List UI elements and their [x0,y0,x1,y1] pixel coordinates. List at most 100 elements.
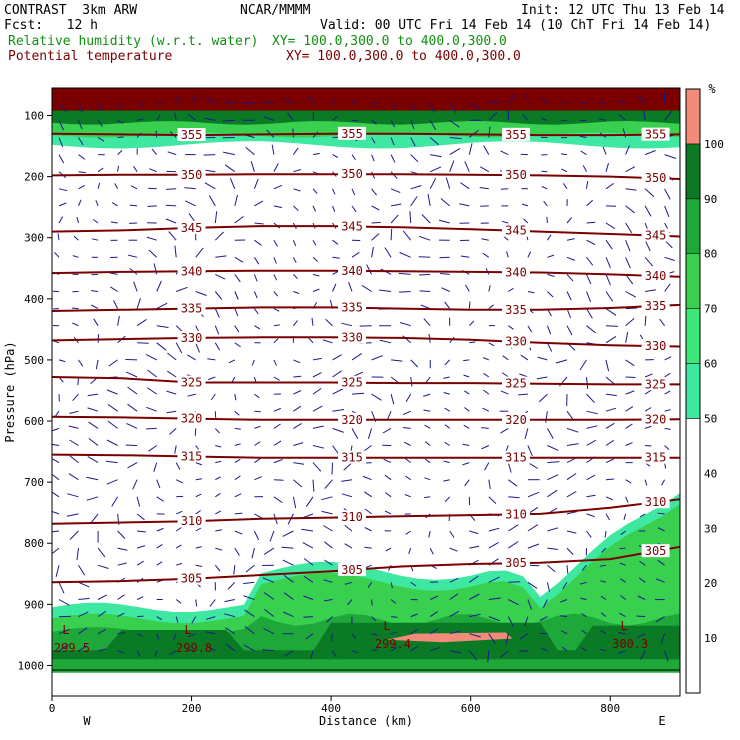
wind-arrow [76,216,79,224]
wind-arrow [605,163,609,172]
wind-arrow [293,274,298,280]
wind-arrow [385,547,392,552]
wind-arrow [78,199,82,207]
wind-arrow [644,389,652,395]
contour-label: 305 [505,556,527,570]
wind-arrow [117,594,125,600]
contour-label-bg [177,449,206,463]
wind-arrow [186,649,196,652]
wind-arrow [561,168,568,173]
wind-arrow [566,511,577,515]
wind-arrow [234,342,241,348]
wind-arrow [391,616,398,618]
wind-arrow [156,496,164,502]
forecast-hour: Fcst: 12 h [4,18,98,33]
wind-arrow [617,650,626,655]
wind-arrow [351,392,365,395]
contour-label-bg [641,544,670,558]
wind-arrow [243,595,255,600]
wind-arrow [78,611,89,618]
wind-arrow [273,239,278,247]
wind-arrow [546,582,550,592]
contour-label: 305 [181,572,203,586]
wind-arrow [78,597,90,600]
wind-arrow [137,530,146,533]
wind-arrow [72,322,79,327]
low-markers: L 299.5 L 299.8 L 299.4 L 300.3 [54,619,648,655]
wind-arrow [488,597,501,600]
wind-arrow [282,559,294,566]
wind-arrow [245,146,255,155]
wind-arrow [618,632,626,635]
wind-arrow [371,246,374,258]
wind-arrow [69,410,79,414]
wind-arrow [488,496,497,504]
wind-arrow [398,291,411,293]
wind-arrow [464,161,470,172]
wind-arrow [625,359,635,367]
wind-arrow [444,301,451,309]
wind-arrow [273,496,283,504]
wind-arrow [644,407,652,412]
wind-arrow [325,318,333,327]
wind-arrow [146,236,157,241]
contour-label-bg [502,556,531,570]
wind-arrow [156,114,161,121]
wind-arrow [147,205,157,207]
wind-arrow [282,611,294,618]
wind-arrow [93,318,99,326]
wind-arrow [402,427,411,429]
wind-arrow [488,576,500,583]
wind-arrow [605,407,617,412]
wind-arrow [215,476,221,481]
wind-arrow [546,325,552,335]
wind-arrow [371,616,377,622]
wind-arrow [176,562,183,566]
wind-arrow [586,325,597,334]
x-tick-label: 400 [321,702,341,715]
wind-arrow [519,373,529,378]
wind-arrow [351,154,356,160]
wind-arrow [234,427,241,430]
wind-arrow [566,238,575,241]
y-tick-label: 400 [24,293,44,306]
wind-arrow [643,110,646,121]
wind-arrow [625,274,634,285]
wind-arrow [429,628,439,635]
wind-arrow [464,390,470,395]
contour-label: 350 [505,168,527,182]
wind-arrow [527,581,538,589]
wind-arrow [424,496,431,499]
contour-label: 315 [181,449,203,463]
wind-arrow [625,307,638,310]
wind-arrow [308,95,314,104]
wind-arrow [153,263,158,275]
wind-arrow [97,648,107,652]
wind-arrow [429,177,437,190]
contour-label-bg [177,128,206,142]
wind-arrow [133,165,138,172]
contour-label-bg [338,167,367,181]
wind-arrow [214,231,224,241]
wind-arrow [351,352,362,361]
wind-arrow [488,112,498,121]
colorbar: 10 20 30 40 50 60 70 80 90 100 [685,88,724,694]
wind-arrow [566,256,575,261]
wind-arrow [234,256,244,263]
wind-arrow [586,425,598,429]
wind-arrow [664,409,671,412]
wind-arrow [324,541,333,549]
wind-arrow [625,479,632,484]
wind-arrow [253,308,259,315]
contour-label: 345 [505,224,527,238]
wind-arrow [605,458,615,464]
wind-arrow [459,203,470,207]
wind-arrow [501,220,509,224]
wind-arrow [664,205,670,217]
wind-arrow [508,541,519,549]
wind-arrow [625,442,633,446]
wind-arrow [175,616,179,623]
wind-arrow [644,425,652,429]
wind-arrow [444,424,451,429]
low-marker: L [383,619,390,633]
